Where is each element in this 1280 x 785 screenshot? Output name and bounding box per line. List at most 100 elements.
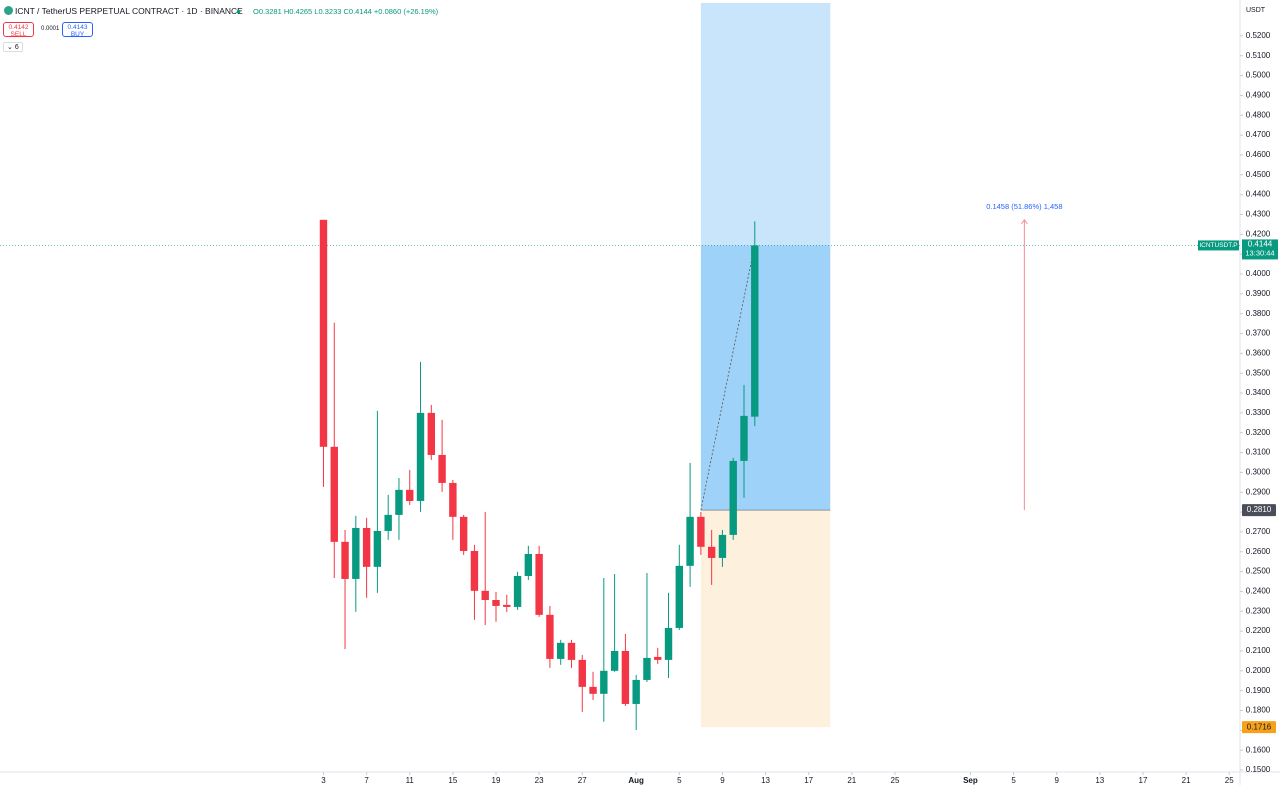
sell-button[interactable]: 0.4142 SELL [3,22,34,38]
candle-body [395,489,403,515]
y-tick-label: 0.1900 [1246,686,1271,695]
x-tick-label: 9 [720,776,725,785]
buy-label: BUY [70,31,85,38]
y-tick-label: 0.2500 [1246,567,1271,576]
candle-body [319,219,328,447]
candle-body [352,527,360,579]
y-tick-label: 0.4500 [1246,170,1271,179]
y-tick-label: 0.3700 [1246,329,1271,338]
candle-body [481,590,489,600]
candle-body [643,657,651,680]
x-tick-label: 27 [578,776,587,785]
y-tick-label: 0.2400 [1246,587,1271,596]
x-tick-label: 11 [406,776,415,785]
x-tick-label: 9 [1054,776,1059,785]
buy-button[interactable]: 0.4143 BUY [62,22,93,38]
y-tick-label: 0.5100 [1246,51,1271,60]
y-tick-label: 0.2900 [1246,487,1271,496]
candle-body [406,489,414,501]
y-tick-label: 0.4000 [1246,269,1271,278]
candle-body [686,516,694,566]
stop-price-box [1242,721,1276,734]
y-tick-label: 0.4300 [1246,210,1271,219]
last-price-box [1242,239,1278,260]
sell-price: 0.4142 [8,24,29,31]
candle-body [341,541,349,579]
y-tick-label: 0.4800 [1246,110,1271,119]
y-tick-label: 0.3900 [1246,289,1271,298]
y-tick-label: 0.1500 [1246,765,1271,774]
y-tick-label: 0.4400 [1246,190,1271,199]
x-tick-label: 17 [804,776,813,785]
x-tick-label: 25 [891,776,900,785]
indicators-toggle[interactable]: ⌄ 6 [3,42,23,52]
y-tick-label: 0.4900 [1246,91,1271,100]
y-tick-label: 0.3400 [1246,388,1271,397]
candle-body [438,454,446,483]
x-tick-label: 25 [1225,776,1234,785]
candle-body [556,642,565,659]
candle-body [664,627,673,660]
stop-price-label: 0.1716 [1247,722,1272,731]
buy-price: 0.4143 [67,24,88,31]
candle-body [600,670,608,694]
spread: 0.0001 [41,26,60,32]
candle-body [459,516,468,551]
sell-label: SELL [10,31,27,38]
symbol-icon [4,6,13,16]
candle-body [621,650,630,704]
candle-body [707,546,716,558]
candle-body [546,614,554,659]
y-tick-label: 0.5000 [1246,71,1271,80]
price-axis [1240,0,1280,785]
x-tick-label: 7 [364,776,369,785]
x-tick-label: 15 [448,776,457,785]
candle-body [416,412,425,501]
y-tick-label: 0.4700 [1246,130,1271,139]
candle-body [718,534,727,558]
candle-body [675,565,684,628]
candle-body [589,686,597,694]
x-tick-label: 3 [321,776,326,785]
x-tick-label: 13 [761,776,770,785]
measure-arrow [1020,219,1028,225]
y-tick-label: 0.1800 [1246,706,1271,715]
candle-body [632,679,640,704]
x-tick-label: 19 [492,776,501,785]
x-tick-label: 23 [535,776,544,785]
y-tick-label: 0.5200 [1246,31,1271,40]
y-tick-label: 0.2200 [1246,626,1271,635]
y-tick-label: 0.2700 [1246,527,1271,536]
y-tick-label: 0.3800 [1246,309,1271,318]
candle-body [729,460,737,535]
candle-body [524,553,533,576]
status-dot: ● [236,6,242,16]
candle-body [578,659,586,687]
candle-body [330,446,338,542]
x-tick-label: 21 [847,776,856,785]
candle-body [610,650,619,671]
candle-body [470,550,479,591]
y-tick-label: 0.2100 [1246,646,1271,655]
y-tick-label: 0.1600 [1246,745,1271,754]
candle-body [535,553,543,615]
chart-title: ICNT / TetherUS PERPETUAL CONTRACT · 1D … [15,6,243,16]
indicator-count: 6 [14,44,19,51]
candle-body [513,575,522,607]
candle-body [567,642,576,660]
y-tick-label: 0.4200 [1246,229,1271,238]
x-tick-label: 17 [1139,776,1148,785]
currency[interactable]: USDT [1246,7,1266,14]
y-tick-label: 0.3500 [1246,368,1271,377]
position-target [700,2,831,246]
candle-body [384,514,392,531]
measure-label: 0.1458 (51.86%) 1,458 [986,202,1062,211]
candle-body [697,516,705,547]
symbol-tag [1198,240,1239,251]
candle-body [740,415,748,461]
y-tick-label: 0.4600 [1246,150,1271,159]
y-tick-label: 0.2600 [1246,547,1271,556]
position-profit [700,245,831,511]
